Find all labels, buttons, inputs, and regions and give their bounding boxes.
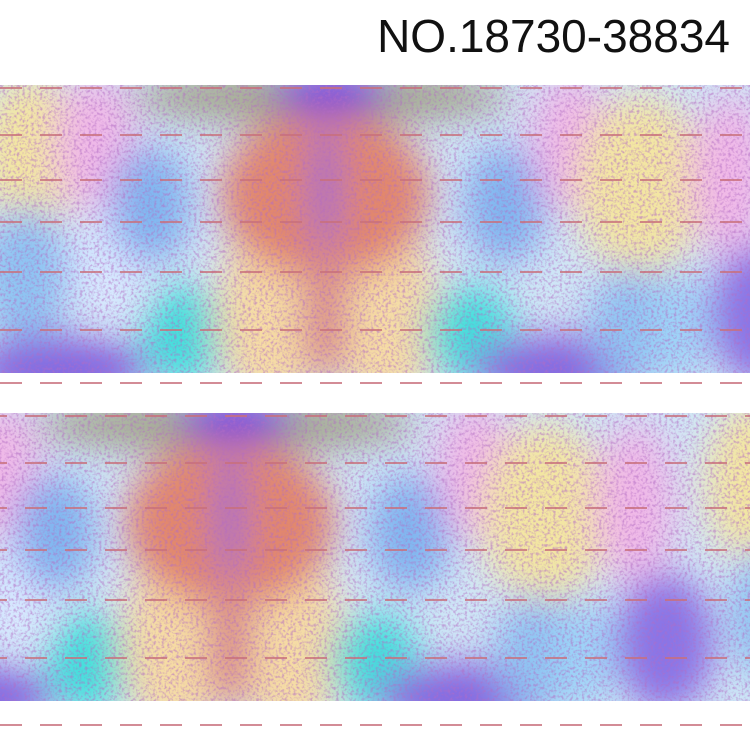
ribbon-bottom (0, 397, 750, 733)
product-code: NO.18730-38834 (377, 10, 730, 62)
ribbon-pattern (0, 397, 750, 733)
ribbon-top (0, 69, 750, 405)
ribbon-pattern (0, 69, 750, 405)
